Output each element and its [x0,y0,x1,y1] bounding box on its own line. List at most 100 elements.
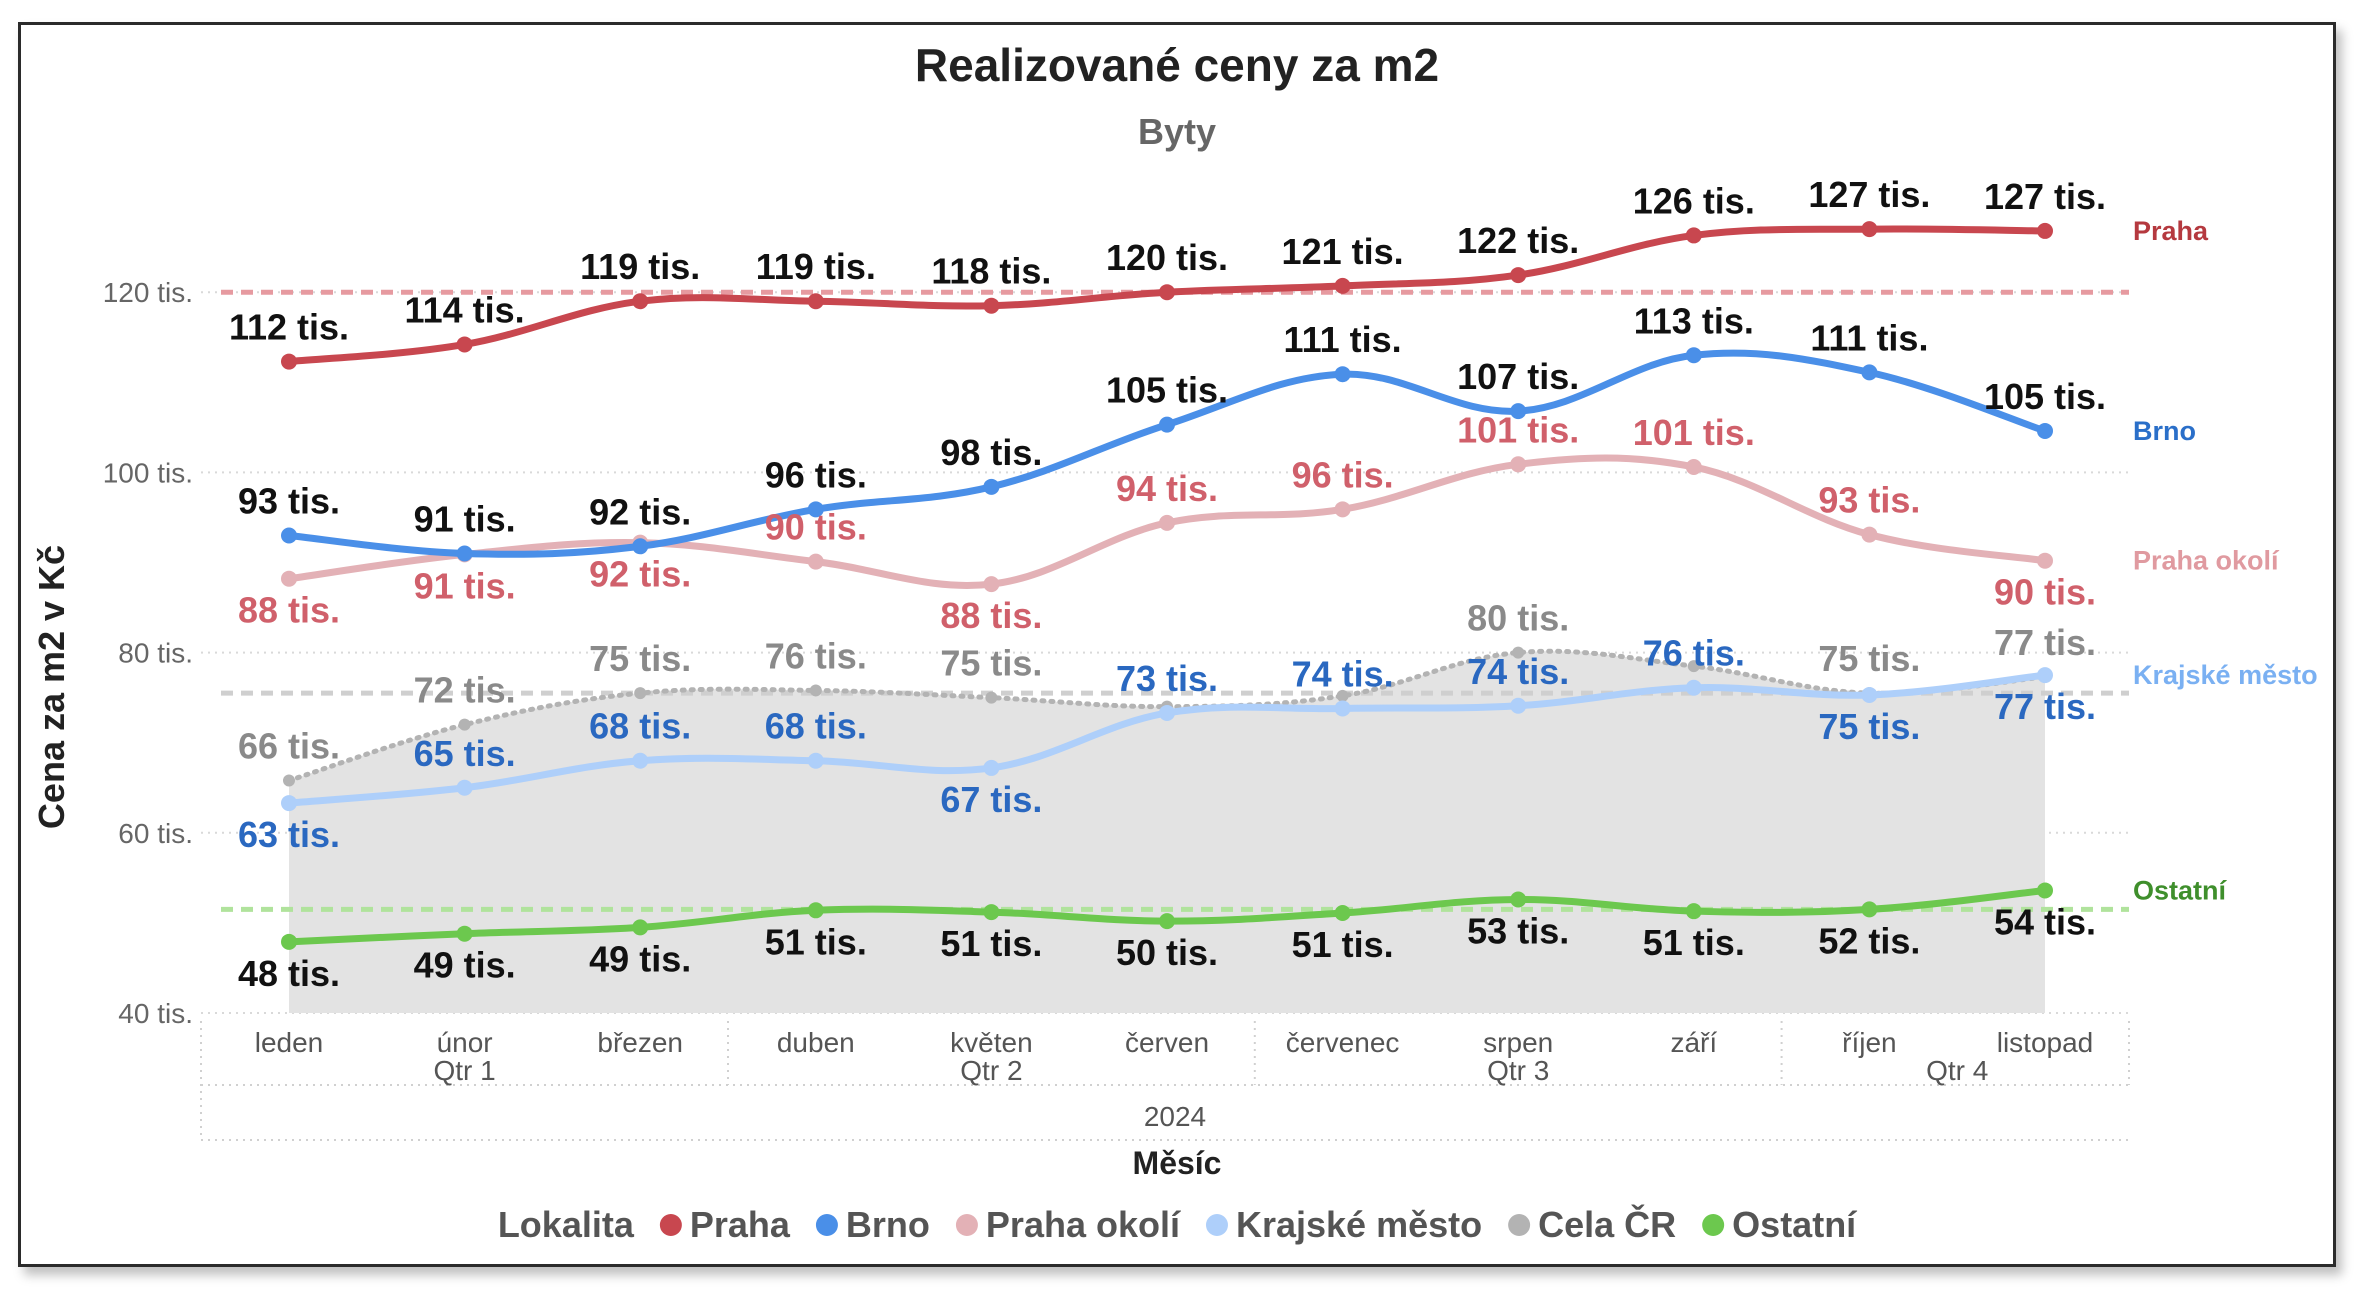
data-label: 52 tis. [1818,920,1920,961]
data-point [1861,221,1878,238]
data-label: 96 tis. [1292,454,1394,495]
data-point [1861,526,1878,543]
data-label: 51 tis. [940,923,1042,964]
data-point [1510,891,1527,908]
data-label: 88 tis. [238,590,340,631]
data-point [983,297,1000,314]
data-point [456,545,473,562]
data-label: 77 tis. [1994,622,2096,663]
data-point [807,902,824,919]
data-point [632,293,649,310]
data-point [983,759,1000,776]
data-label: 90 tis. [765,507,867,548]
data-label: 49 tis. [589,938,691,979]
chart-frame: Realizované ceny za m2 Byty Cena za m2 v… [18,22,2336,1267]
data-label: 51 tis. [1643,922,1745,963]
data-label: 107 tis. [1457,356,1579,397]
data-label: 111 tis. [1284,319,1402,360]
legend-marker [659,1214,682,1236]
data-point [1159,416,1175,433]
y-tick-label: 120 tis. [103,277,193,308]
data-point [1159,514,1175,531]
data-point [809,684,822,697]
data-label: 126 tis. [1633,180,1755,221]
data-label: 74 tis. [1292,653,1394,694]
x-tick-label: duben [777,1027,855,1058]
data-point [281,933,297,950]
data-point [1159,913,1175,930]
data-point [281,570,297,587]
data-point [983,904,1000,921]
legend-label: Praha okolí [986,1204,1181,1245]
y-tick-label: 60 tis. [118,818,193,849]
data-label: 48 tis. [238,953,340,994]
series-end-label: Krajské město [2133,660,2318,690]
data-point [1334,904,1351,921]
data-point [632,538,649,555]
data-point [456,336,473,353]
quarter-label: Qtr 4 [1926,1055,1988,1086]
data-label: 93 tis. [1818,480,1920,521]
x-axis-title: Měsíc [1133,1145,1222,1181]
data-point [1512,646,1525,659]
data-label: 94 tis. [1116,468,1218,509]
data-point [807,293,824,310]
data-point [983,478,1000,495]
data-point [2037,222,2053,239]
data-point [1510,267,1527,284]
data-point [456,925,473,942]
quarter-label: Qtr 3 [1487,1055,1549,1086]
data-point [1685,347,1702,364]
data-label: 96 tis. [765,454,867,495]
series-end-label: Ostatní [2133,875,2228,905]
data-label: 51 tis. [1292,924,1394,965]
data-label: 113 tis. [1634,300,1754,341]
legend-marker [1702,1214,1725,1236]
data-point [1334,366,1351,383]
data-label: 101 tis. [1633,412,1755,453]
data-label: 112 tis. [229,307,349,348]
legend-label: Brno [846,1204,930,1245]
data-label: 93 tis. [238,480,340,521]
data-label: 75 tis. [589,638,691,679]
legend-marker [1205,1214,1228,1236]
data-label: 92 tis. [589,491,691,532]
data-point [1159,284,1175,301]
x-tick-label: březen [597,1027,683,1058]
y-axis-title: Cena za m2 v Kč [31,545,72,829]
x-tick-label: leden [255,1027,324,1058]
data-label: 75 tis. [1818,638,1920,679]
data-point [632,919,649,936]
x-tick-label: říjen [1842,1027,1896,1058]
data-label: 77 tis. [1994,686,2096,727]
data-point [2037,667,2053,684]
data-label: 50 tis. [1116,932,1218,973]
data-point [1861,364,1878,381]
data-label: 98 tis. [940,432,1042,473]
year-label: 2024 [1144,1101,1206,1132]
data-label: 105 tis. [1984,376,2106,417]
series-end-label: Praha [2133,216,2209,246]
area-cela-cr [289,651,2045,1013]
data-point [807,752,824,769]
data-label: 68 tis. [589,706,691,747]
data-point [2037,422,2053,439]
x-tick-label: srpen [1483,1027,1553,1058]
data-point [634,687,647,700]
legend: Lokalita Praha Brno Praha okolí Krajské měst… [498,1203,1857,1245]
data-point [1334,501,1351,518]
data-point [281,795,297,812]
data-point [456,779,473,796]
y-tick-label: 100 tis. [103,457,193,488]
data-point [983,576,1000,593]
data-label: 118 tis. [931,251,1051,292]
data-point [2037,882,2053,899]
data-label: 76 tis. [765,635,867,676]
data-label: 127 tis. [1984,176,2106,217]
data-label: 68 tis. [765,706,867,747]
data-point [985,691,998,704]
data-point [1687,660,1700,673]
legend-label: Ostatní [1732,1204,1857,1245]
data-point [2037,552,2053,569]
data-label: 114 tis. [405,289,525,330]
